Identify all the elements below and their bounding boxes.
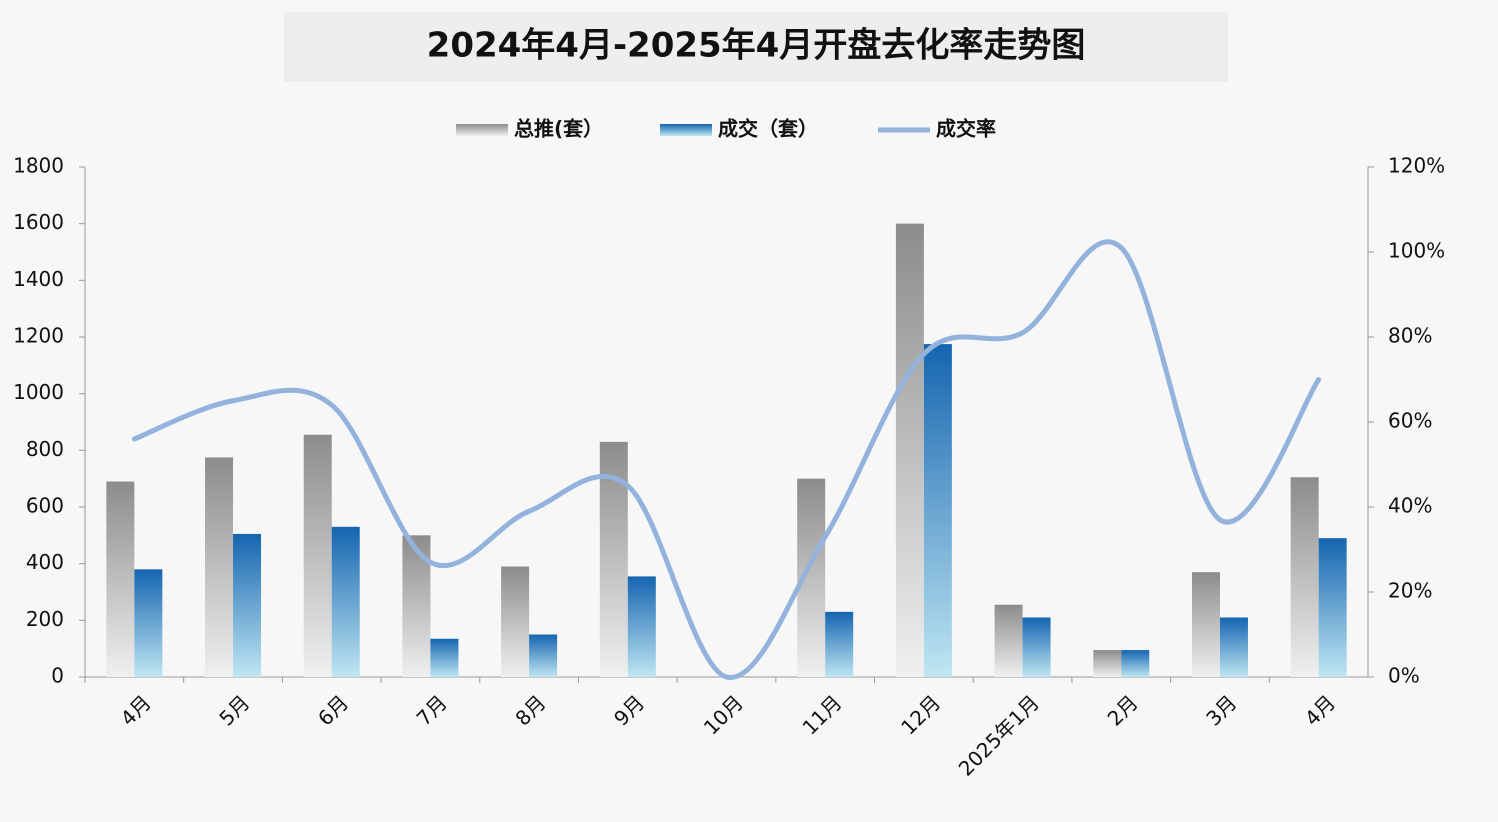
rate-line (131, 239, 1322, 680)
y2-tick-label: 100% (1388, 239, 1445, 263)
bar (1318, 538, 1347, 677)
legend-label: 成交（套） (718, 117, 818, 141)
y-tick-label: 800 (26, 437, 64, 461)
y-tick-label: 1400 (13, 267, 64, 291)
legend-swatch (456, 124, 508, 136)
bar (1191, 572, 1220, 677)
y-tick-label: 1600 (13, 210, 64, 234)
chart-title: 2024年4月-2025年4月开盘去化率走势图 (427, 26, 1086, 66)
bar (627, 576, 656, 677)
y-tick-label: 1200 (13, 324, 64, 348)
bar (501, 566, 530, 677)
bar (331, 526, 360, 677)
bar (303, 434, 332, 677)
x-tick-label: 9月 (609, 690, 649, 730)
bar (1022, 617, 1051, 677)
legend-label: 成交率 (936, 117, 996, 141)
y-tick-label: 200 (26, 607, 64, 631)
legend-label: 总推(套） (514, 117, 603, 141)
x-tick-label: 4月 (116, 690, 156, 730)
bar (1290, 477, 1319, 677)
bar (994, 604, 1023, 677)
x-tick-label: 6月 (313, 690, 353, 730)
bar (923, 344, 952, 677)
y2-tick-label: 0% (1388, 664, 1420, 688)
x-tick-label: 7月 (412, 690, 452, 730)
bar (825, 611, 854, 677)
bar (205, 457, 234, 677)
y-tick-label: 1800 (13, 154, 64, 178)
y-tick-label: 0 (51, 664, 64, 688)
x-tick-label: 4月 (1300, 690, 1340, 730)
bar (529, 634, 558, 677)
x-tick-label: 10月 (699, 690, 748, 739)
x-tick-label: 2月 (1103, 690, 1143, 730)
y-tick-label: 600 (26, 494, 64, 518)
y2-tick-label: 120% (1388, 154, 1445, 178)
bar (1219, 617, 1248, 677)
x-tick-label: 8月 (510, 690, 550, 730)
bar (895, 223, 924, 677)
x-tick-label: 12月 (896, 690, 945, 739)
x-tick-label: 11月 (798, 690, 847, 739)
bar (430, 638, 459, 677)
y2-tick-label: 20% (1388, 579, 1432, 603)
y2-tick-label: 80% (1388, 324, 1432, 348)
x-tick-label: 5月 (214, 690, 254, 730)
title-box (284, 12, 1228, 82)
bar (134, 569, 163, 677)
y2-tick-label: 40% (1388, 494, 1432, 518)
legend-swatch (660, 124, 712, 136)
y-tick-label: 1000 (13, 380, 64, 404)
x-tick-label: 2025年1月 (954, 690, 1044, 780)
bar (106, 481, 135, 677)
bar (233, 533, 262, 677)
bar (1093, 650, 1122, 677)
y2-tick-label: 60% (1388, 409, 1432, 433)
x-tick-label: 3月 (1201, 690, 1241, 730)
bar (1121, 650, 1150, 677)
y-tick-label: 400 (26, 550, 64, 574)
